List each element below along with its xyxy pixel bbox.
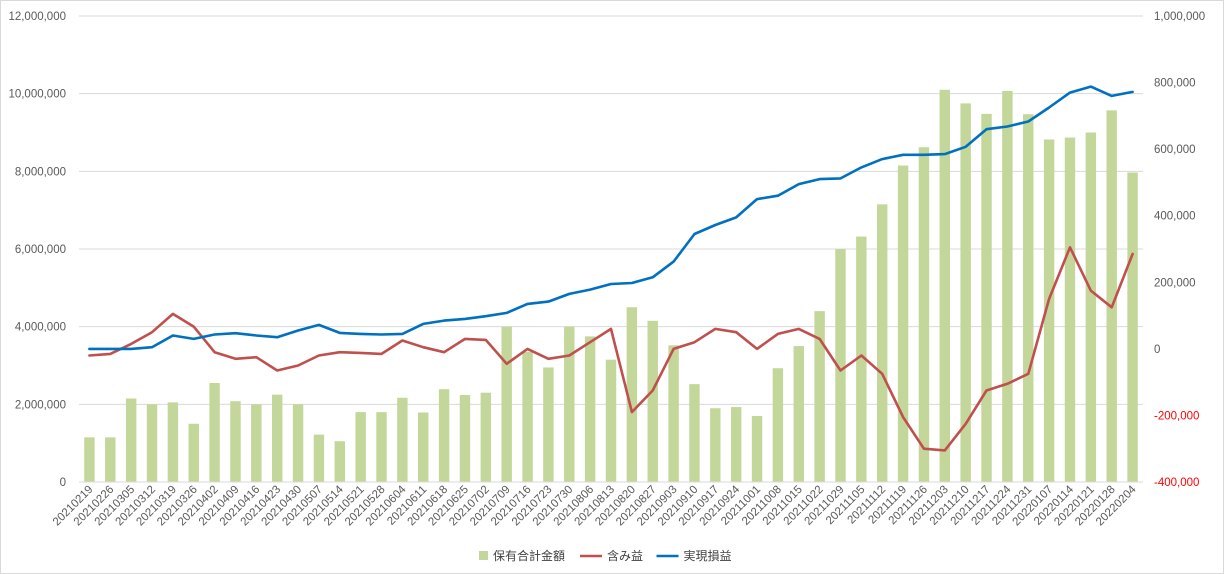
bar	[313, 434, 325, 482]
bar	[209, 382, 220, 482]
bar	[334, 441, 345, 482]
bar	[1002, 90, 1013, 482]
legend-label: 保有合計金額	[493, 548, 565, 563]
y-right-tick-label: 400,000	[1154, 211, 1196, 223]
bar	[146, 404, 158, 482]
bar	[480, 392, 492, 482]
bar	[230, 401, 241, 482]
bar	[772, 368, 784, 482]
bar	[960, 103, 971, 482]
bar	[438, 389, 450, 482]
bar-series-holdings	[84, 89, 1138, 483]
bar	[1127, 172, 1138, 482]
y-right-tick-label: -200,000	[1154, 410, 1199, 422]
bar	[522, 351, 533, 482]
bar	[167, 402, 179, 482]
bar	[689, 384, 700, 482]
bar	[418, 412, 429, 482]
y-right-tick-label: 800,000	[1154, 78, 1196, 90]
bar	[292, 404, 304, 482]
bar	[501, 326, 512, 482]
bar	[856, 236, 867, 482]
bar	[105, 437, 116, 482]
bar	[271, 394, 283, 482]
y-right-tick-label: 0	[1154, 344, 1160, 356]
legend: 保有合計金額 含み益 実現損益	[479, 548, 732, 563]
x-axis-ticks: 2021021920210226202103052021031220210319…	[51, 481, 1143, 528]
line-series-path	[88, 246, 1134, 452]
y-left-tick-label: 12,000,000	[8, 11, 66, 23]
bar	[751, 415, 763, 482]
bar	[939, 89, 951, 483]
bar	[397, 397, 408, 482]
bar	[835, 249, 846, 482]
bar	[668, 345, 679, 482]
bar	[793, 346, 804, 482]
bar	[1085, 132, 1097, 482]
left-axis-ticks: 0 2,000,000 4,000,000 6,000,000 8,000,000 10,…	[8, 11, 66, 489]
bar	[626, 307, 638, 482]
bar	[125, 398, 137, 482]
bar	[84, 437, 95, 482]
y-left-tick-label: 10,000,000	[8, 89, 66, 101]
legend-swatch	[479, 551, 488, 560]
bar	[188, 423, 199, 482]
bar	[647, 320, 658, 482]
bar	[564, 326, 575, 482]
y-left-tick-label: 6,000,000	[15, 244, 66, 256]
bar	[355, 412, 366, 482]
y-left-tick-label: 0	[60, 477, 66, 489]
y-right-tick-label: 1,000,000	[1154, 11, 1205, 23]
line-series-path	[88, 85, 1134, 351]
y-right-tick-label: -400,000	[1154, 477, 1199, 489]
y-right-tick-label: 200,000	[1154, 277, 1196, 289]
bar	[918, 147, 930, 483]
bar	[897, 165, 909, 482]
bar	[251, 404, 262, 482]
bar	[877, 204, 888, 482]
bar	[710, 408, 721, 482]
bar	[1064, 137, 1076, 482]
bar	[1106, 110, 1117, 483]
legend-label: 実現損益	[684, 548, 732, 563]
y-left-tick-label: 2,000,000	[15, 399, 66, 411]
bar	[376, 412, 387, 482]
bar	[981, 113, 992, 483]
bar	[543, 367, 554, 482]
y-right-tick-label: 600,000	[1154, 144, 1196, 156]
bar	[1043, 139, 1055, 483]
right-axis-ticks: -400,000 -200,000 0 200,000 400,000 600,000 80…	[1154, 11, 1205, 489]
bar	[730, 407, 742, 482]
bar	[1023, 114, 1034, 482]
legend-label: 含み益	[607, 548, 643, 563]
bar	[605, 359, 617, 482]
bar	[584, 336, 596, 482]
y-left-tick-label: 8,000,000	[15, 166, 66, 178]
bar	[459, 395, 471, 482]
line-series	[88, 85, 1134, 452]
y-left-tick-label: 4,000,000	[15, 322, 66, 334]
bar	[814, 311, 825, 482]
